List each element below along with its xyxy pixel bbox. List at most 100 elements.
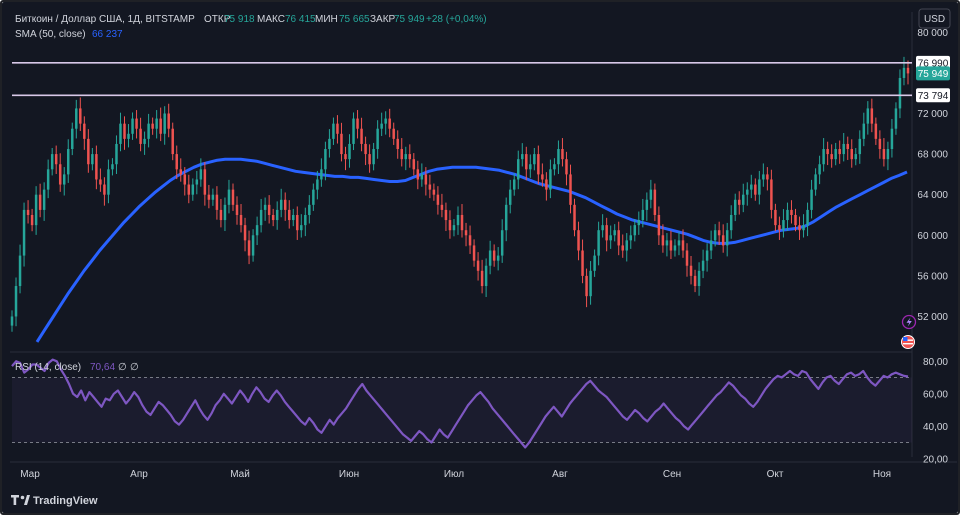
candle-body [609,235,612,241]
candle-body [50,154,54,170]
candle-body [697,270,701,287]
candle-body [617,230,620,246]
candle-body [838,149,841,155]
candle-body [332,123,335,139]
candle-body [324,149,327,170]
candle-body [850,149,853,160]
candle-body [605,225,608,241]
candle-body [287,209,291,221]
candle-body [766,174,769,180]
rsi-legend-label[interactable]: RSI (14, close) [15,362,81,373]
tradingview-logo-dot [20,495,25,500]
candle-body [782,220,785,231]
candle-body [10,316,14,326]
candle-body [569,174,572,205]
candle-body [565,159,568,175]
candle-body [537,154,540,175]
low-value: 75 665 [339,14,370,25]
candle-body [448,220,452,231]
candle-body [376,128,379,150]
candle-body [275,209,279,221]
rsi-tick-label: 20,00 [923,454,948,465]
candle-body [460,214,464,231]
sma-legend-label[interactable]: SMA (50, close) [15,29,86,40]
candle-body [456,214,460,226]
candle-body [802,225,805,231]
candle-body [167,113,170,129]
candle-body [541,174,544,180]
close-value: 75 949 [394,14,425,25]
currency-button[interactable]: USD [918,8,951,29]
candle-body [388,118,391,129]
candle-body [814,174,817,190]
last-price-label: 75 949 [918,69,949,80]
candle-body [581,250,584,276]
candle-body [472,245,476,261]
candle-body [75,108,78,129]
candle-body [444,209,448,221]
lightning-icon[interactable] [901,314,917,330]
candle-body [826,149,829,155]
candle-body [525,154,528,170]
candle-body [653,189,657,215]
candle-body [215,194,219,210]
candle-body [115,143,118,165]
candle-body [886,149,890,160]
tradingview-logo-mark [11,495,19,505]
candle-body [846,143,849,150]
candle-body [127,133,130,139]
candle-body [292,214,295,221]
candle-body [553,164,556,170]
us-flag-icon[interactable] [901,335,915,349]
rsi-tick-label: 80,00 [923,357,948,368]
candle-body [71,128,74,150]
candle-body [348,143,351,160]
candle-body [340,133,343,155]
candle-body [906,67,910,74]
candle-body [139,128,142,144]
high-label: МАКС [257,14,285,25]
candle-body [67,149,70,175]
candle-body [352,118,355,144]
candle-body [79,108,82,124]
candle-body [416,169,420,180]
candle-body [30,214,34,226]
candle-body [561,149,564,160]
candle-body [713,230,717,241]
candle-body [746,189,749,195]
candle-body [87,138,90,165]
candle-body [344,154,347,160]
candle-body [255,225,259,236]
candle-body [902,67,906,78]
candle-body [95,154,98,180]
candle-body [219,209,223,221]
candle-body [545,179,548,190]
candle-body [798,225,801,231]
candle-body [533,154,536,165]
symbol-title[interactable]: Биткоин / Доллар США, 1Д, BITSTAMP [15,14,195,25]
time-tick-label: Апр [130,469,148,480]
candle-body [312,189,315,205]
candle-body [91,154,94,165]
candle-body [296,214,299,231]
candle-body [263,204,267,210]
time-tick-label: Авг [552,469,568,480]
candle-body [135,118,138,129]
candle-body [267,204,271,215]
candle-body [774,209,777,226]
candle-body [412,159,416,170]
candle-body [14,286,18,317]
time-tick-label: Май [230,469,250,480]
candle-body [368,154,371,165]
candle-body [854,154,858,160]
candle-body [187,184,191,195]
tradingview-logo[interactable]: TradingView [11,495,98,507]
candle-body [669,240,673,251]
candle-body [396,138,399,150]
candle-body [725,230,729,246]
rsi-layer: 20,00 40,00 60,00 80,00 [11,357,948,465]
candle-body [822,149,825,165]
candle-body [742,194,745,205]
